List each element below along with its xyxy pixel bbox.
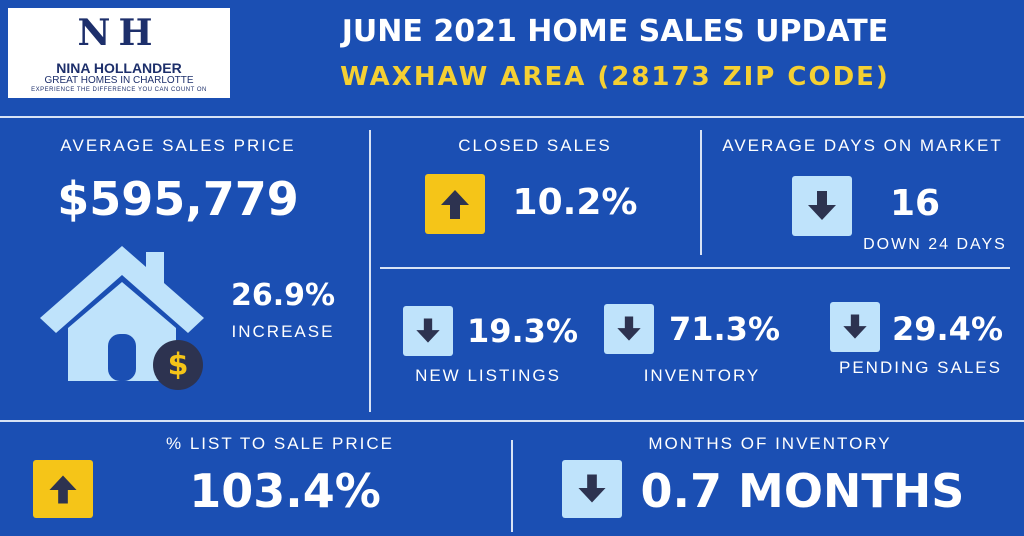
- dollar-sign: $: [168, 348, 189, 383]
- logo-motto: EXPERIENCE THE DIFFERENCE YOU CAN COUNT …: [31, 87, 207, 93]
- metric-value: 29.4%: [891, 310, 1003, 348]
- divider: [700, 130, 702, 255]
- logo-tagline: GREAT HOMES IN CHARLOTTE: [44, 75, 194, 86]
- arrow-shape: [578, 474, 606, 503]
- metric-label: PENDING SALES: [839, 358, 1002, 377]
- arrow-shape: [617, 316, 641, 341]
- arrow-shape: [843, 314, 867, 339]
- arrow: [578, 474, 606, 503]
- title: JUNE 2021 HOME SALES UPDATE: [341, 14, 889, 49]
- metric-label: MONTHS OF INVENTORY: [648, 434, 892, 453]
- metric-label: CLOSED SALES: [458, 136, 612, 155]
- metric-value: 10.2%: [512, 182, 638, 223]
- arrow-shape: [416, 318, 440, 343]
- divider: [380, 267, 1010, 269]
- arrow: [49, 475, 77, 504]
- metric-change-label: INCREASE: [231, 322, 335, 341]
- metric-value: $595,779: [57, 172, 299, 226]
- arrow-icon: [792, 176, 852, 236]
- arrow: [617, 316, 641, 341]
- metric-note: DOWN 24 DAYS: [863, 236, 1007, 253]
- arrow-icon: [830, 302, 880, 352]
- divider: [511, 440, 513, 532]
- divider: [0, 420, 1024, 422]
- metric-value: 16: [889, 183, 941, 224]
- divider: [0, 116, 1024, 118]
- arrow-icon: [403, 306, 453, 356]
- metric-label: INVENTORY: [643, 366, 761, 385]
- metric-label: AVERAGE DAYS ON MARKET: [722, 136, 1003, 155]
- metric-value: 0.7 MONTHS: [640, 464, 965, 518]
- logo-name: NINA HOLLANDER: [56, 60, 182, 76]
- subtitle: WAXHAW AREA (28173 ZIP CODE): [340, 62, 890, 92]
- house-icon: $: [40, 246, 204, 390]
- arrow-shape: [441, 190, 469, 219]
- metric-change: 26.9%: [230, 278, 336, 313]
- arrow: [843, 314, 867, 339]
- arrow-shape: [49, 475, 77, 504]
- arrow-icon: [562, 460, 622, 518]
- arrow: [808, 191, 836, 220]
- arrow-icon: [425, 174, 485, 234]
- logo: NH NINA HOLLANDER GREAT HOMES IN CHARLOT…: [8, 8, 230, 98]
- arrow: [416, 318, 440, 343]
- logo-initials: NH: [77, 12, 161, 54]
- metric-value: 19.3%: [466, 312, 578, 350]
- arrow: [441, 190, 469, 219]
- metric-value: 103.4%: [189, 464, 381, 518]
- metric-label: NEW LISTINGS: [415, 366, 561, 385]
- metric-label: AVERAGE SALES PRICE: [60, 136, 296, 155]
- arrow-shape: [808, 191, 836, 220]
- arrow-icon: [604, 304, 654, 354]
- arrow-icon: [33, 460, 93, 518]
- metric-value: 71.3%: [668, 310, 780, 348]
- divider: [369, 130, 371, 412]
- metric-label: % LIST TO SALE PRICE: [165, 434, 395, 453]
